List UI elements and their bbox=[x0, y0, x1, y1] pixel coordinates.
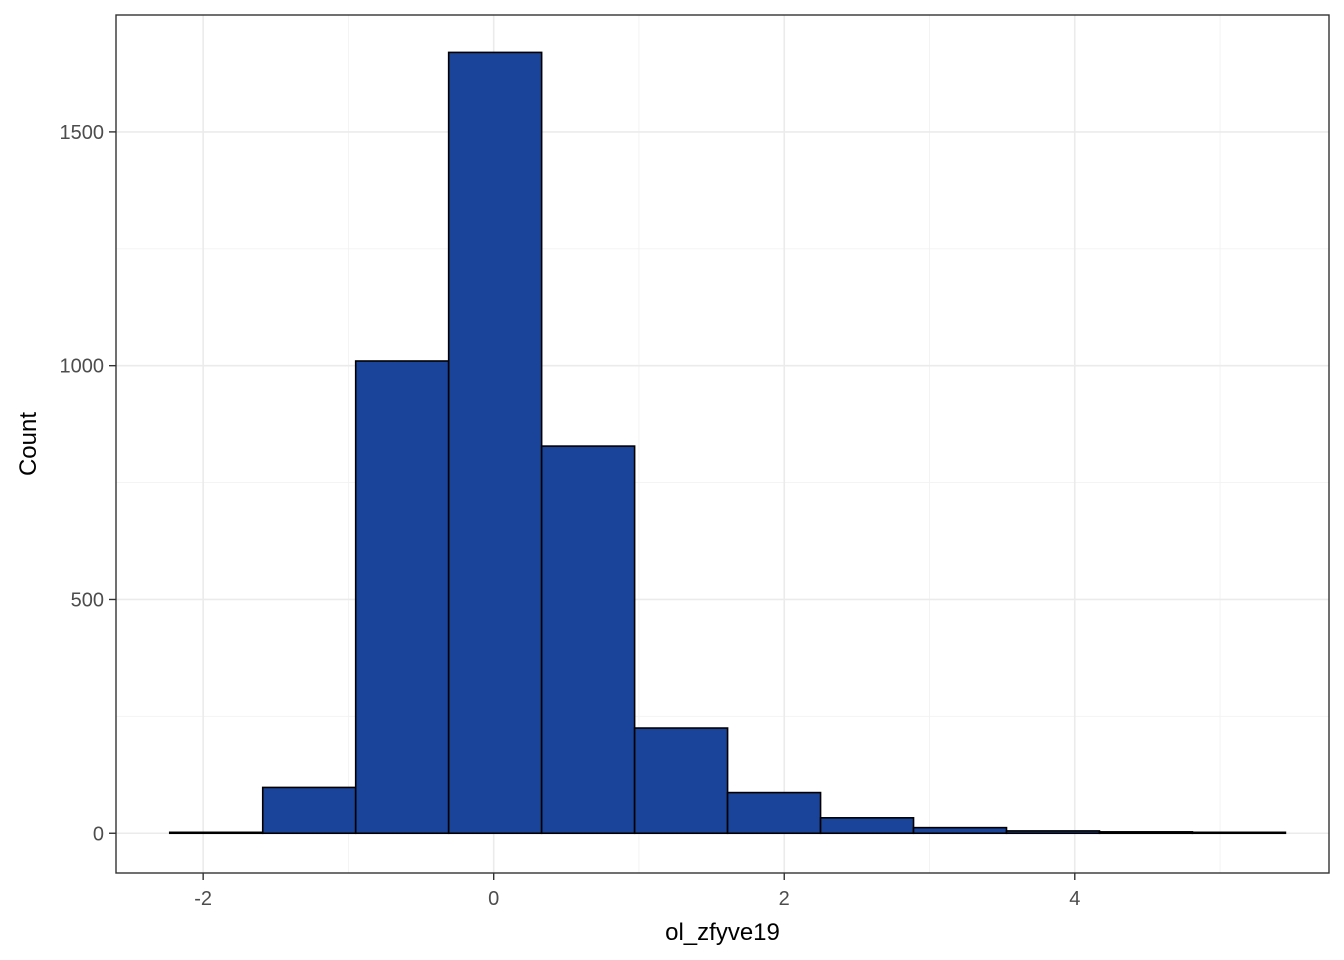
histogram-bar bbox=[819, 817, 915, 835]
histogram-bar bbox=[1098, 831, 1194, 835]
histogram-bar bbox=[912, 826, 1008, 835]
y-tick-label: 1500 bbox=[60, 122, 105, 144]
histogram-bar bbox=[261, 786, 357, 835]
y-axis-title: Count bbox=[15, 412, 42, 476]
histogram-bar bbox=[168, 831, 264, 835]
x-tick-label: 0 bbox=[488, 888, 499, 910]
x-tick-label: 2 bbox=[779, 888, 790, 910]
x-tick-label: 4 bbox=[1069, 888, 1080, 910]
histogram-bar bbox=[726, 791, 822, 835]
x-tick-label: -2 bbox=[194, 888, 212, 910]
histogram-bar bbox=[354, 360, 450, 835]
y-tick-label: 1000 bbox=[60, 356, 105, 378]
bars-layer bbox=[168, 51, 1287, 835]
x-axis-title: ol_zfyve19 bbox=[665, 919, 780, 946]
ticks-layer: -2 0 2 4 0 500 1000 1500 bbox=[60, 122, 1081, 910]
y-tick-label: 500 bbox=[71, 589, 104, 611]
histogram-bar bbox=[1005, 830, 1101, 835]
histogram-bar bbox=[633, 727, 729, 835]
y-tick-label: 0 bbox=[93, 823, 104, 845]
histogram-bar bbox=[447, 51, 543, 835]
histogram-bar bbox=[1191, 831, 1287, 835]
panel-border bbox=[115, 14, 1330, 874]
histogram-bar bbox=[540, 445, 636, 835]
